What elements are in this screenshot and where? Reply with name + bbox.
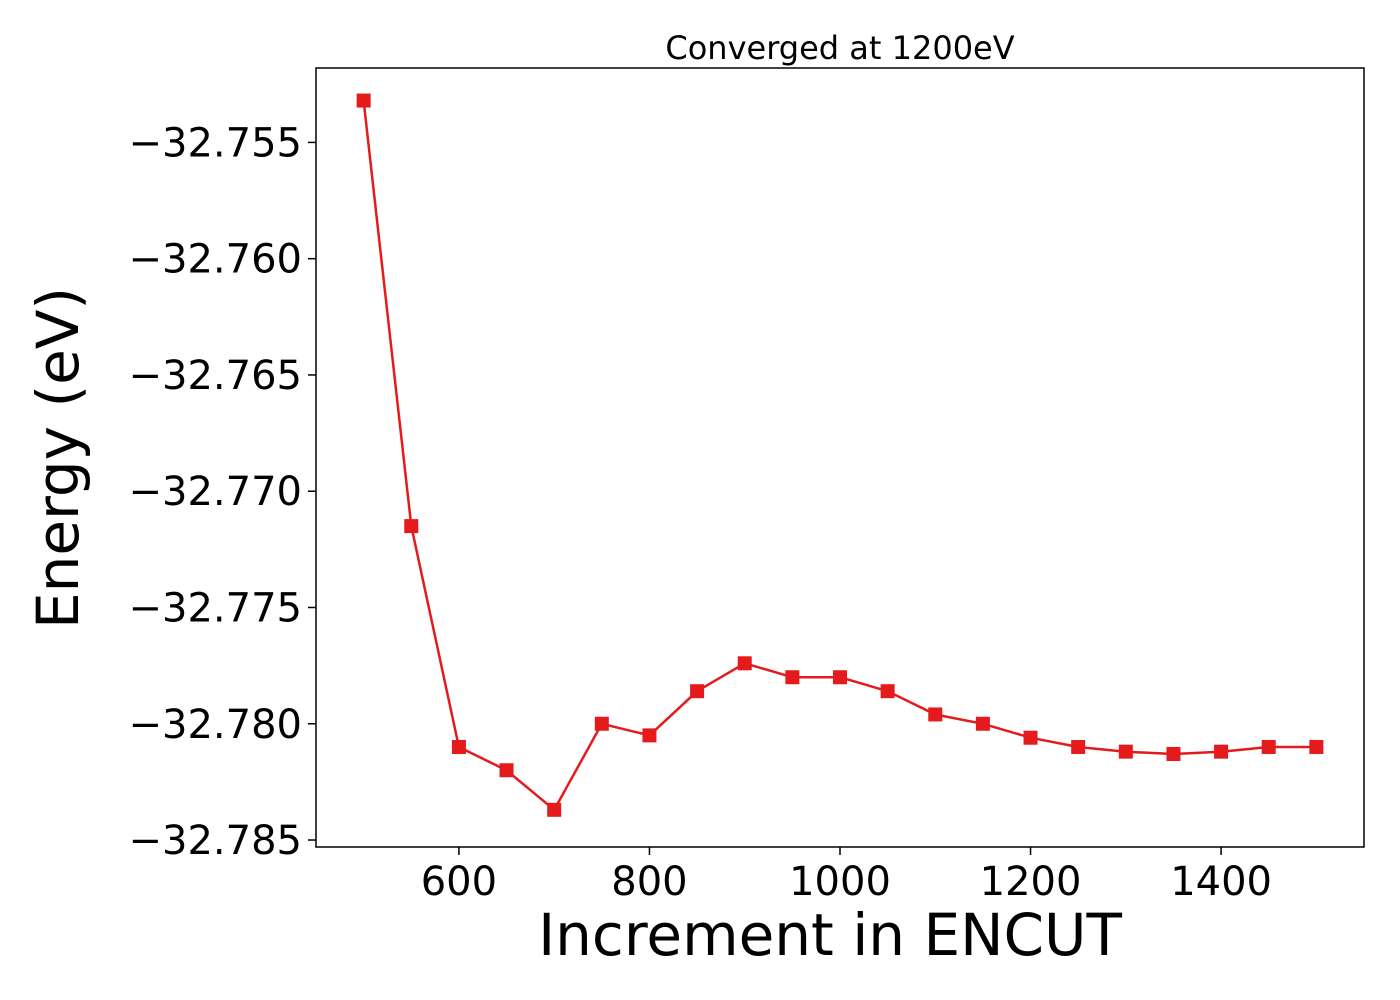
data-point-marker bbox=[404, 519, 419, 534]
x-axis-label: Increment in ENCUT bbox=[538, 901, 1122, 969]
data-point-marker bbox=[1309, 740, 1324, 755]
data-point-marker bbox=[1023, 730, 1038, 745]
data-point-marker bbox=[594, 716, 609, 731]
y-tick-label: −32.755 bbox=[129, 120, 302, 166]
data-point-marker bbox=[1166, 746, 1181, 761]
y-tick-label: −32.785 bbox=[129, 818, 302, 864]
data-point-marker bbox=[880, 684, 895, 699]
y-tick-label: −32.760 bbox=[129, 237, 302, 283]
data-point-marker bbox=[975, 716, 990, 731]
plot-area bbox=[356, 93, 1324, 817]
data-point-marker bbox=[737, 656, 752, 671]
data-point-marker bbox=[785, 670, 800, 685]
data-point-marker bbox=[690, 684, 705, 699]
data-point-marker bbox=[1261, 740, 1276, 755]
x-axis: 600 800 1000 1200 1400 bbox=[421, 847, 1272, 905]
x-tick-label: 800 bbox=[611, 859, 687, 905]
data-point-marker bbox=[547, 802, 562, 817]
data-point-marker bbox=[356, 93, 371, 108]
x-tick-label: 1400 bbox=[1170, 859, 1272, 905]
data-point-marker bbox=[1214, 744, 1229, 759]
data-point-marker bbox=[1071, 740, 1086, 755]
x-tick-label: 600 bbox=[421, 859, 497, 905]
data-point-marker bbox=[642, 728, 657, 743]
series-line bbox=[362, 100, 1317, 812]
data-point-marker bbox=[928, 707, 943, 722]
y-tick-label: −32.775 bbox=[129, 585, 302, 631]
y-axis: −32.755 −32.760 −32.765 −32.770 −32.775 −32.7… bbox=[129, 120, 316, 864]
data-point-marker bbox=[499, 763, 514, 778]
data-point-marker bbox=[833, 670, 847, 685]
data-point-marker bbox=[1118, 744, 1133, 759]
y-tick-label: −32.780 bbox=[129, 702, 302, 748]
y-tick-label: −32.770 bbox=[129, 469, 302, 515]
x-tick-label: 1200 bbox=[980, 859, 1082, 905]
y-tick-label: −32.765 bbox=[129, 353, 302, 399]
plot-frame bbox=[315, 67, 1365, 848]
chart-title: Converged at 1200eV bbox=[665, 29, 1014, 67]
data-point-marker bbox=[451, 740, 466, 755]
y-axis-label: Energy (eV) bbox=[24, 287, 92, 629]
x-tick-label: 1000 bbox=[789, 859, 891, 905]
